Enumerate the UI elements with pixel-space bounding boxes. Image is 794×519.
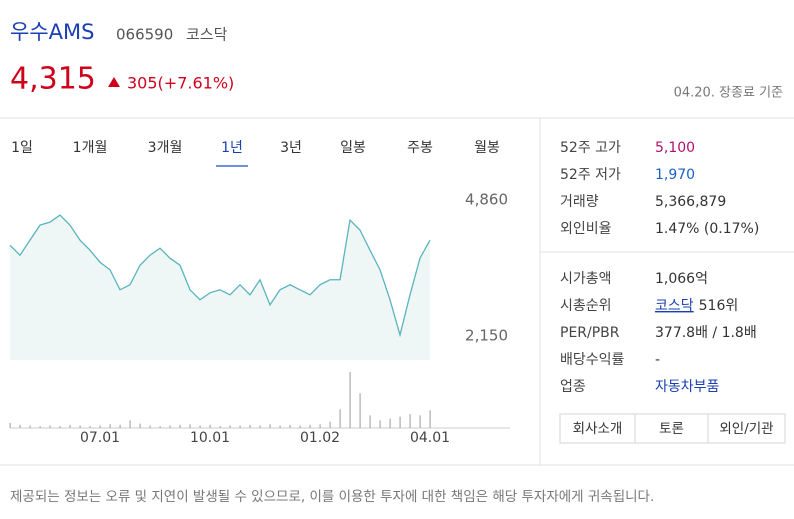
info-value: - (655, 352, 660, 368)
volume-bar (209, 424, 211, 428)
volume-bar (59, 426, 61, 428)
volume-bar (359, 393, 361, 428)
period-tab[interactable]: 1일 (11, 140, 33, 156)
x-tick-label: 01.02 (300, 430, 340, 446)
info-value: 1.47% (0.17%) (655, 221, 759, 237)
volume-bar (319, 424, 321, 428)
stock-code: 066590 (116, 26, 173, 44)
info-label: PER/PBR (560, 325, 620, 341)
info-value[interactable]: 자동차부품 (655, 379, 720, 395)
volume-bar (19, 424, 21, 428)
button-label[interactable]: 회사소개 (573, 421, 623, 437)
volume-bar (339, 409, 341, 428)
volume-bar (399, 416, 401, 428)
volume-bar (69, 424, 71, 428)
volume-bar (179, 424, 181, 428)
volume-bar (349, 371, 351, 428)
volume-bar (409, 414, 411, 428)
up-arrow (108, 77, 120, 87)
volume-bar (149, 425, 151, 428)
volume-bar (9, 422, 11, 428)
volume-bar (289, 424, 291, 428)
volume-bar (369, 415, 371, 428)
volume-bar (29, 425, 31, 428)
info-label: 거래량 (560, 194, 599, 210)
info-label: 52주 고가 (560, 140, 621, 156)
period-tab[interactable]: 주봉 (407, 140, 433, 156)
price-change: 305(+7.61%) (127, 74, 234, 93)
volume-bar (249, 424, 251, 428)
period-tab[interactable]: 3개월 (148, 140, 183, 156)
info-label: 배당수익률 (560, 352, 625, 368)
info-value: 377.8배 / 1.8배 (655, 325, 757, 341)
volume-bar (109, 424, 111, 428)
volume-bar (419, 415, 421, 428)
volume-bar (79, 425, 81, 428)
info-label: 외인비율 (560, 221, 612, 237)
y-tick-label: 4,860 (465, 191, 508, 209)
button-label[interactable]: 외인/기관 (719, 421, 773, 437)
volume-bar (189, 424, 191, 428)
volume-bar (219, 426, 221, 428)
x-tick-label: 07.01 (80, 430, 120, 446)
volume-bar (119, 424, 121, 428)
volume-bar (89, 426, 91, 428)
volume-bar (129, 420, 131, 428)
volume-bar (299, 425, 301, 428)
info-label: 시총순위 (560, 298, 612, 314)
period-tab[interactable]: 일봉 (340, 140, 366, 156)
price-area (10, 215, 430, 360)
disclaimer: 제공되는 정보는 오류 및 지연이 발생될 수 있으므로, 이를 이용한 투자에… (10, 489, 654, 505)
info-label: 시가총액 (560, 271, 612, 287)
info-value: 1,066억 (655, 271, 708, 287)
volume-bar (269, 424, 271, 428)
volume-bar (239, 425, 241, 428)
period-tab[interactable]: 1년 (221, 140, 243, 156)
volume-bar (279, 425, 281, 428)
button[interactable] (634, 413, 709, 444)
current-price: 4,315 (10, 62, 96, 97)
info-value: 1,970 (655, 167, 695, 183)
info-value: 5,366,879 (655, 194, 726, 210)
info-label: 52주 저가 (560, 167, 621, 183)
volume-bar (99, 425, 101, 428)
info-link[interactable]: 코스닥 (655, 298, 694, 314)
x-tick-label: 04.01 (410, 430, 450, 446)
volume-bar (39, 426, 41, 428)
info-label: 업종 (560, 379, 586, 395)
period-tab[interactable]: 3년 (280, 140, 302, 156)
volume-bar (379, 420, 381, 428)
stock-name[interactable]: 우수AMS (10, 20, 94, 44)
info-value: 516위 (699, 298, 739, 314)
volume-bar (309, 424, 311, 428)
price-line (9, 214, 431, 338)
period-tab[interactable]: 월봉 (474, 140, 500, 156)
market: 코스닥 (186, 26, 228, 44)
volume-bar (49, 425, 51, 428)
volume-bar (329, 421, 331, 428)
volume-bar (389, 418, 391, 428)
volume-bar (169, 425, 171, 428)
button[interactable] (707, 413, 786, 444)
button[interactable] (559, 413, 636, 444)
volume-bar (139, 423, 141, 428)
y-tick-label: 2,150 (465, 326, 508, 344)
button-label[interactable]: 토론 (659, 421, 684, 437)
volume-bar (229, 425, 231, 428)
period-tab[interactable]: 1개월 (73, 140, 108, 156)
info-value: 5,100 (655, 140, 695, 156)
volume-bar (199, 425, 201, 428)
volume-bar (259, 425, 261, 428)
volume-bar (429, 410, 431, 428)
volume-bar (159, 426, 161, 428)
x-tick-label: 10.01 (190, 430, 230, 446)
date-note: 04.20. 장종료 기준 (674, 86, 783, 101)
